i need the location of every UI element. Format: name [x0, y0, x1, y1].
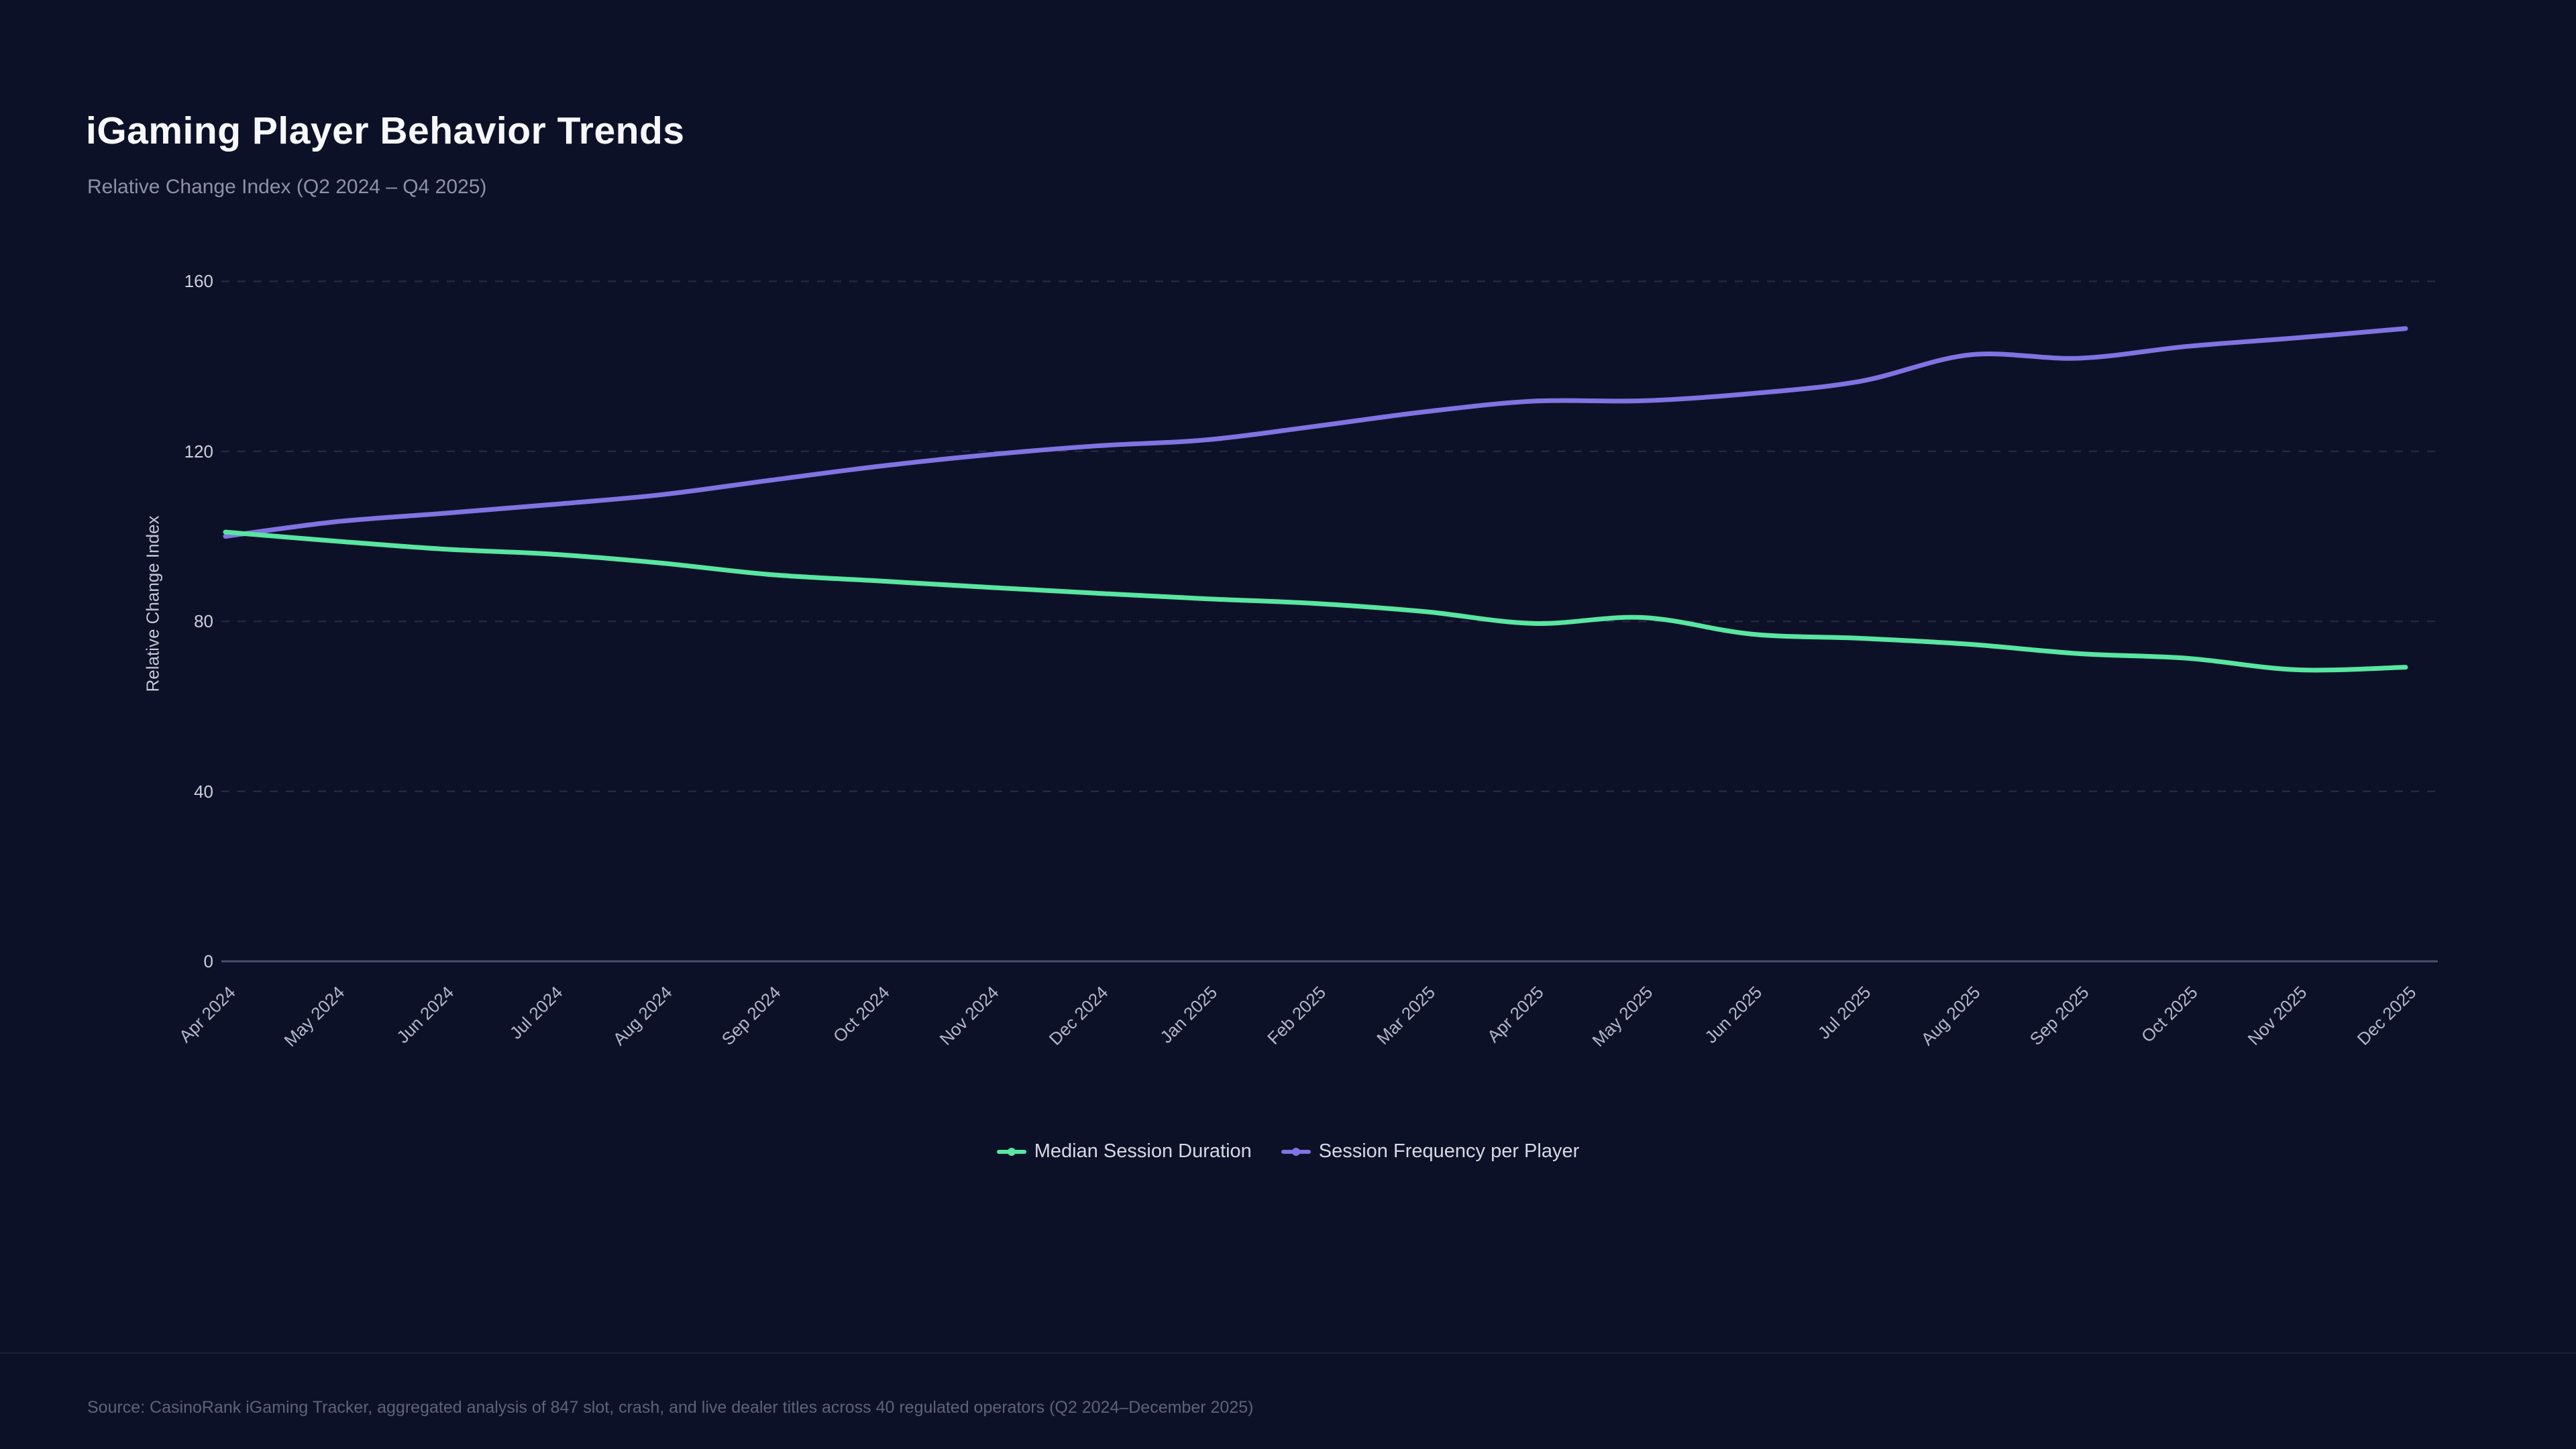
chart-legend: Median Session Duration Session Frequency…	[0, 1140, 2576, 1163]
page-title: iGaming Player Behavior Trends	[86, 109, 685, 152]
y-tick-80: 80	[194, 611, 213, 632]
legend-label: Median Session Duration	[1034, 1140, 1252, 1162]
page-subtitle: Relative Change Index (Q2 2024 – Q4 2025…	[87, 176, 487, 198]
series-line-median-session-duration	[223, 529, 2408, 673]
footer: Source: CasinoRank iGaming Tracker, aggr…	[0, 1352, 2576, 1449]
y-tick-40: 40	[194, 781, 213, 802]
legend-item-median-session-duration[interactable]: Median Session Duration	[996, 1140, 1252, 1163]
legend-marker-icon	[1281, 1143, 1311, 1161]
series-line-session-frequency-per-player	[223, 326, 2408, 539]
legend-label: Session Frequency per Player	[1318, 1140, 1580, 1162]
y-tick-0: 0	[203, 951, 213, 971]
y-tick-160: 160	[184, 271, 213, 292]
y-tick-120: 120	[184, 441, 213, 462]
legend-item-session-frequency-per-player[interactable]: Session Frequency per Player	[1281, 1140, 1579, 1163]
legend-marker-icon	[996, 1143, 1026, 1161]
y-axis-title: Relative Change Index	[142, 515, 163, 692]
source-note: Source: CasinoRank iGaming Tracker, aggr…	[87, 1398, 1254, 1417]
